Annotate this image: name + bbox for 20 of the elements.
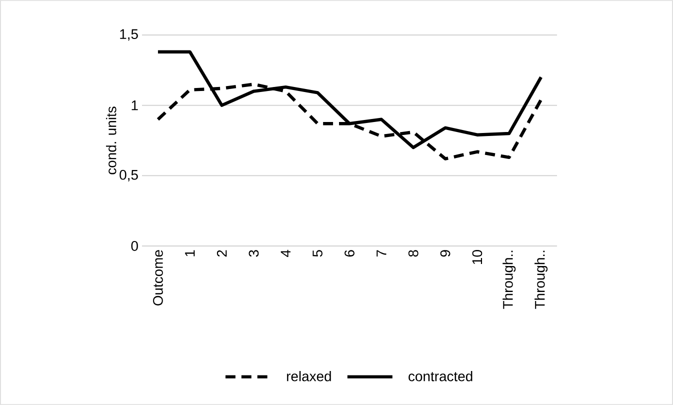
x-tick-label: 10 xyxy=(472,250,482,264)
x-tick-label: 3 xyxy=(248,250,259,257)
legend-label: contracted xyxy=(408,371,472,382)
y-tick-label: 1,5 xyxy=(120,29,138,41)
x-tick-label: 8 xyxy=(408,250,418,257)
y-tick-label: 1 xyxy=(132,100,138,110)
x-tick-label: 1 xyxy=(185,250,195,256)
x-tick-label: 4 xyxy=(280,250,290,257)
x-tick-label: Through.. xyxy=(534,250,548,309)
x-tick-label: 6 xyxy=(344,250,354,257)
legend-label: relaxed xyxy=(287,371,331,382)
x-tick-label: 9 xyxy=(440,250,450,257)
y-tick-label: 0,5 xyxy=(120,170,138,182)
x-tick-label: 5 xyxy=(312,250,322,257)
x-tick-label: Outcome xyxy=(153,250,163,306)
y-axis-title: cond. units xyxy=(106,106,116,174)
y-tick-label: 0 xyxy=(131,241,138,251)
x-tick-label: Through.. xyxy=(502,250,516,309)
x-tick-label: 2 xyxy=(216,250,227,257)
x-tick-label: 7 xyxy=(376,250,386,257)
